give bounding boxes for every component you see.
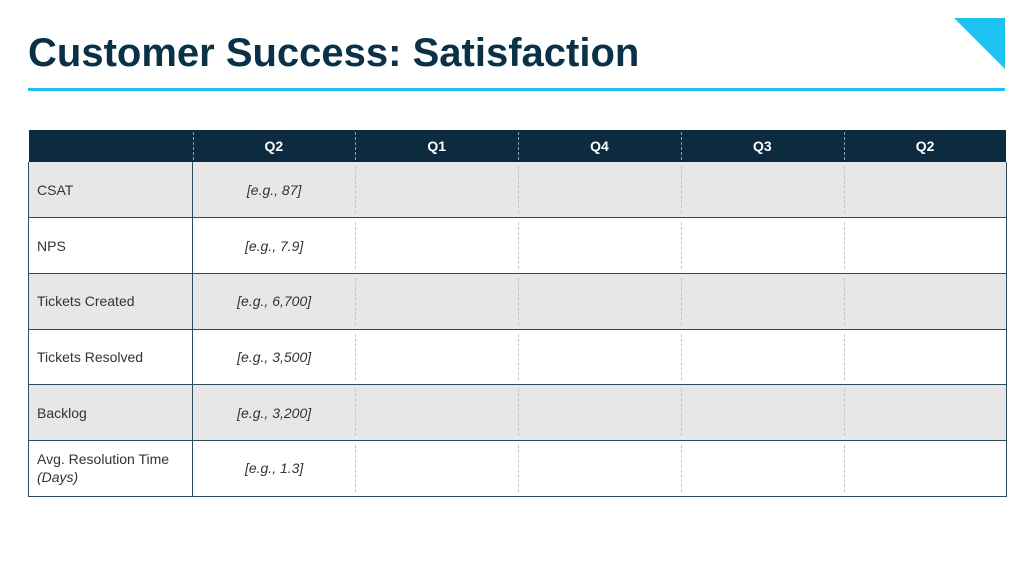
empty-cell <box>518 217 681 274</box>
example-value-cell: [e.g., 3,200] <box>192 384 356 441</box>
table-row: Avg. Resolution Time (Days) [e.g., 1.3] <box>28 440 1007 497</box>
table-row: Backlog [e.g., 3,200] <box>28 384 1007 441</box>
header-metric-column <box>29 130 193 162</box>
table-row: Tickets Resolved [e.g., 3,500] <box>28 329 1007 386</box>
row-label: NPS <box>28 217 193 274</box>
table-row: CSAT [e.g., 87] <box>28 162 1007 219</box>
slide-title: Customer Success: Satisfaction <box>28 31 640 75</box>
example-value-cell: [e.g., 1.3] <box>192 440 356 497</box>
example-value-cell: [e.g., 3,500] <box>192 329 356 386</box>
row-label: Tickets Resolved <box>28 329 193 386</box>
empty-cell <box>843 217 1007 274</box>
metric-name: CSAT <box>37 181 74 198</box>
empty-cell <box>518 329 681 386</box>
row-label: Avg. Resolution Time (Days) <box>28 440 193 497</box>
example-value-cell: [e.g., 6,700] <box>192 273 356 330</box>
metric-name: Tickets Created <box>37 293 135 310</box>
table-row: Tickets Created [e.g., 6,700] <box>28 273 1007 330</box>
title-underline <box>28 88 1005 91</box>
empty-cell <box>355 217 519 274</box>
empty-cell <box>843 440 1007 497</box>
corner-triangle-decoration <box>954 18 1005 69</box>
empty-cell <box>518 440 681 497</box>
example-value-cell: [e.g., 7.9] <box>192 217 356 274</box>
row-label: Tickets Created <box>28 273 193 330</box>
empty-cell <box>355 273 519 330</box>
header-quarter-1: Q2 <box>192 130 356 162</box>
empty-cell <box>518 384 681 441</box>
metric-name: NPS <box>37 237 66 254</box>
empty-cell <box>355 162 519 219</box>
empty-cell <box>355 384 519 441</box>
empty-cell <box>518 273 681 330</box>
empty-cell <box>680 217 844 274</box>
empty-cell <box>680 440 844 497</box>
metric-name: Tickets Resolved <box>37 348 144 365</box>
header-quarter-5: Q2 <box>843 130 1007 162</box>
empty-cell <box>843 384 1007 441</box>
row-label: Backlog <box>28 384 193 441</box>
table-header-row: Q2 Q1 Q4 Q3 Q2 <box>28 130 1007 162</box>
empty-cell <box>355 440 519 497</box>
empty-cell <box>680 384 844 441</box>
empty-cell <box>843 329 1007 386</box>
empty-cell <box>843 162 1007 219</box>
header-quarter-4: Q3 <box>680 130 844 162</box>
table-row: NPS [e.g., 7.9] <box>28 217 1007 274</box>
empty-cell <box>680 329 844 386</box>
header-quarter-3: Q4 <box>518 130 681 162</box>
empty-cell <box>355 329 519 386</box>
empty-cell <box>518 162 681 219</box>
empty-cell <box>680 273 844 330</box>
row-label: CSAT <box>28 162 193 219</box>
metric-unit: (Days) <box>37 469 79 486</box>
empty-cell <box>680 162 844 219</box>
empty-cell <box>843 273 1007 330</box>
metric-name: Backlog <box>37 404 87 421</box>
example-value-cell: [e.g., 87] <box>192 162 356 219</box>
header-quarter-2: Q1 <box>355 130 518 162</box>
metric-name: Avg. Resolution Time <box>37 451 170 468</box>
satisfaction-table: Q2 Q1 Q4 Q3 Q2 CSAT [e.g., 87] NPS <box>28 130 1007 497</box>
